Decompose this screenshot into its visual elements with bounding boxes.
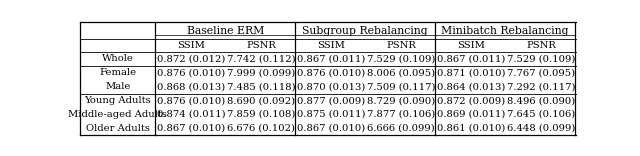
- Text: Whole: Whole: [102, 54, 134, 63]
- Text: 7.645 (0.106): 7.645 (0.106): [507, 110, 575, 119]
- Text: 7.485 (0.118): 7.485 (0.118): [227, 82, 296, 91]
- Text: Male: Male: [105, 82, 131, 91]
- Text: 7.509 (0.117): 7.509 (0.117): [367, 82, 436, 91]
- Text: 0.876 (0.010): 0.876 (0.010): [157, 68, 226, 77]
- Text: 0.867 (0.011): 0.867 (0.011): [437, 54, 506, 63]
- Text: PSNR: PSNR: [387, 41, 416, 50]
- Text: 0.861 (0.010): 0.861 (0.010): [437, 124, 506, 133]
- Text: 0.875 (0.011): 0.875 (0.011): [297, 110, 365, 119]
- Text: 7.742 (0.112): 7.742 (0.112): [227, 54, 296, 63]
- Text: 7.529 (0.109): 7.529 (0.109): [507, 54, 575, 63]
- Text: 8.006 (0.095): 8.006 (0.095): [367, 68, 435, 77]
- Text: 0.864 (0.013): 0.864 (0.013): [437, 82, 506, 91]
- Text: SSIM: SSIM: [458, 41, 485, 50]
- Text: 0.877 (0.009): 0.877 (0.009): [297, 96, 365, 105]
- Text: Older Adults: Older Adults: [86, 124, 150, 133]
- Text: 7.767 (0.095): 7.767 (0.095): [507, 68, 575, 77]
- Text: 8.690 (0.092): 8.690 (0.092): [227, 96, 296, 105]
- Text: 0.876 (0.010): 0.876 (0.010): [157, 96, 226, 105]
- Text: Young Adults: Young Adults: [84, 96, 151, 105]
- Text: Female: Female: [99, 68, 136, 77]
- Text: 0.872 (0.012): 0.872 (0.012): [157, 54, 226, 63]
- Text: Subgroup Rebalancing: Subgroup Rebalancing: [302, 26, 428, 36]
- Text: 0.871 (0.010): 0.871 (0.010): [437, 68, 506, 77]
- Text: 7.999 (0.099): 7.999 (0.099): [227, 68, 296, 77]
- Text: 0.867 (0.010): 0.867 (0.010): [297, 124, 365, 133]
- Text: 0.872 (0.009): 0.872 (0.009): [437, 96, 506, 105]
- Text: 6.676 (0.102): 6.676 (0.102): [227, 124, 296, 133]
- Text: PSNR: PSNR: [246, 41, 276, 50]
- Text: 7.877 (0.106): 7.877 (0.106): [367, 110, 435, 119]
- Text: Baseline ERM: Baseline ERM: [187, 26, 264, 36]
- Text: 0.868 (0.013): 0.868 (0.013): [157, 82, 226, 91]
- Text: 7.292 (0.117): 7.292 (0.117): [507, 82, 575, 91]
- Text: Middle-aged Adults: Middle-aged Adults: [68, 110, 167, 119]
- Text: 0.876 (0.010): 0.876 (0.010): [297, 68, 365, 77]
- Text: 8.729 (0.090): 8.729 (0.090): [367, 96, 435, 105]
- Text: 0.870 (0.013): 0.870 (0.013): [297, 82, 365, 91]
- Text: 6.666 (0.099): 6.666 (0.099): [367, 124, 435, 133]
- Text: 0.867 (0.010): 0.867 (0.010): [157, 124, 226, 133]
- Text: SSIM: SSIM: [177, 41, 205, 50]
- Text: PSNR: PSNR: [526, 41, 556, 50]
- Text: 0.867 (0.011): 0.867 (0.011): [297, 54, 365, 63]
- Text: 8.496 (0.090): 8.496 (0.090): [507, 96, 575, 105]
- Text: 7.529 (0.109): 7.529 (0.109): [367, 54, 435, 63]
- Text: 0.869 (0.011): 0.869 (0.011): [437, 110, 506, 119]
- Text: 0.874 (0.011): 0.874 (0.011): [157, 110, 226, 119]
- Text: SSIM: SSIM: [317, 41, 346, 50]
- Text: 6.448 (0.099): 6.448 (0.099): [507, 124, 575, 133]
- Text: 7.859 (0.108): 7.859 (0.108): [227, 110, 296, 119]
- Text: Minibatch Rebalancing: Minibatch Rebalancing: [442, 26, 569, 36]
